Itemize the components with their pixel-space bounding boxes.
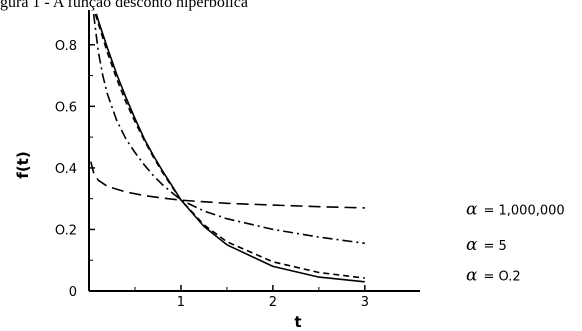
ticks: 1 2 3 0 O.2 O.4 O.6 O.8: [55, 39, 369, 310]
y-tick-label: O.6: [55, 100, 77, 115]
series-label: α = 5: [466, 235, 507, 255]
alpha-value: = 5: [483, 239, 506, 254]
y-tick-label: O.4: [55, 162, 77, 177]
series-line-dash-dot: [92, 13, 365, 245]
alpha-symbol: α: [466, 266, 478, 286]
series-label: α = 1,000,000: [466, 199, 565, 219]
alpha-symbol: α: [466, 235, 478, 255]
alpha-symbol: α: [466, 199, 478, 219]
x-tick-label: 3: [361, 295, 369, 310]
series-line-solid: [95, 13, 365, 283]
series-labels: α = 1,000,000 α = 5 α = O.2: [466, 199, 565, 285]
y-tick-label: O.8: [55, 39, 77, 54]
series-label: α = O.2: [466, 266, 521, 286]
x-tick-label: 2: [269, 295, 277, 310]
axes: [88, 10, 420, 292]
series-line-long-dash: [90, 161, 365, 209]
alpha-value: = 1,000,000: [483, 203, 564, 218]
figure-caption: gura 1 - A função desconto hiperbólica: [0, 0, 248, 11]
y-tick-label: 0: [69, 285, 77, 300]
series-lines: [90, 13, 365, 283]
y-tick-label: O.2: [55, 223, 77, 238]
alpha-value: = O.2: [483, 270, 520, 285]
x-axis-title: t: [294, 313, 301, 331]
x-tick-label: 1: [177, 295, 185, 310]
y-axis-title: f(t): [14, 151, 32, 178]
